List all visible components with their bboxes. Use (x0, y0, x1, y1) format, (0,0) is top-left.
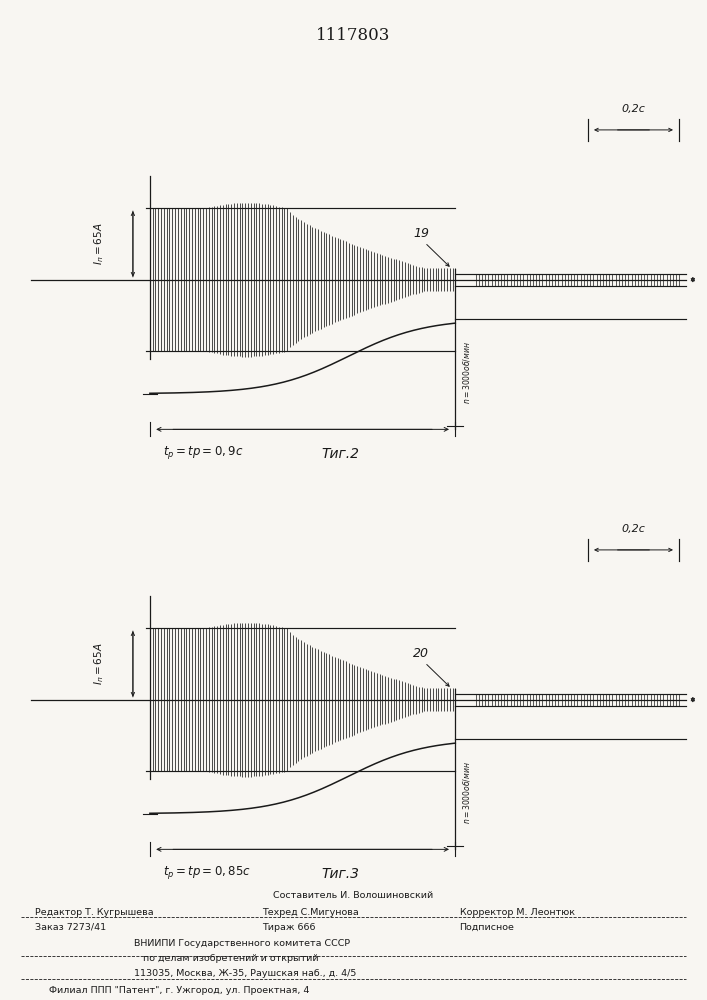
Text: по делам изобретений и открытий: по делам изобретений и открытий (134, 954, 319, 963)
Text: Составитель И. Волошиновский: Составитель И. Волошиновский (274, 891, 433, 900)
Text: $n=3000об/мин$: $n=3000об/мин$ (461, 761, 472, 824)
Text: Филиал ППП "Патент", г. Ужгород, ул. Проектная, 4: Филиал ППП "Патент", г. Ужгород, ул. Про… (49, 986, 310, 995)
Text: Τиг.3: Τиг.3 (321, 867, 359, 881)
Text: Техред С.Мигунова: Техред С.Мигунова (262, 908, 358, 917)
Text: 0,2c: 0,2c (621, 524, 645, 534)
Text: $I_п=65А$: $I_п=65А$ (92, 223, 106, 265)
Text: Τиг.2: Τиг.2 (321, 447, 359, 461)
Text: $t_р=tр=0,85c$: $t_р=tр=0,85c$ (163, 864, 251, 881)
Text: 113035, Москва, Ж-35, Раушская наб., д. 4/5: 113035, Москва, Ж-35, Раушская наб., д. … (134, 969, 357, 978)
Text: 19: 19 (414, 227, 429, 240)
Text: Заказ 7273/41: Заказ 7273/41 (35, 923, 107, 932)
Text: 20: 20 (414, 647, 429, 660)
Text: ВНИИПИ Государственного комитета СССР: ВНИИПИ Государственного комитета СССР (134, 939, 351, 948)
Text: Редактор Т. Кугрышева: Редактор Т. Кугрышева (35, 908, 154, 917)
Text: $t_р=tр=0,9c$: $t_р=tр=0,9c$ (163, 444, 244, 461)
Text: 0,2c: 0,2c (621, 104, 645, 114)
Text: 1117803: 1117803 (316, 27, 391, 44)
Text: Подписное: Подписное (460, 923, 515, 932)
Text: $I_п=65А$: $I_п=65А$ (92, 643, 106, 685)
Text: Корректор М. Леонтюк: Корректор М. Леонтюк (460, 908, 575, 917)
Text: $n=3000об/мин$: $n=3000об/мин$ (461, 341, 472, 404)
Text: Тираж 666: Тираж 666 (262, 923, 315, 932)
